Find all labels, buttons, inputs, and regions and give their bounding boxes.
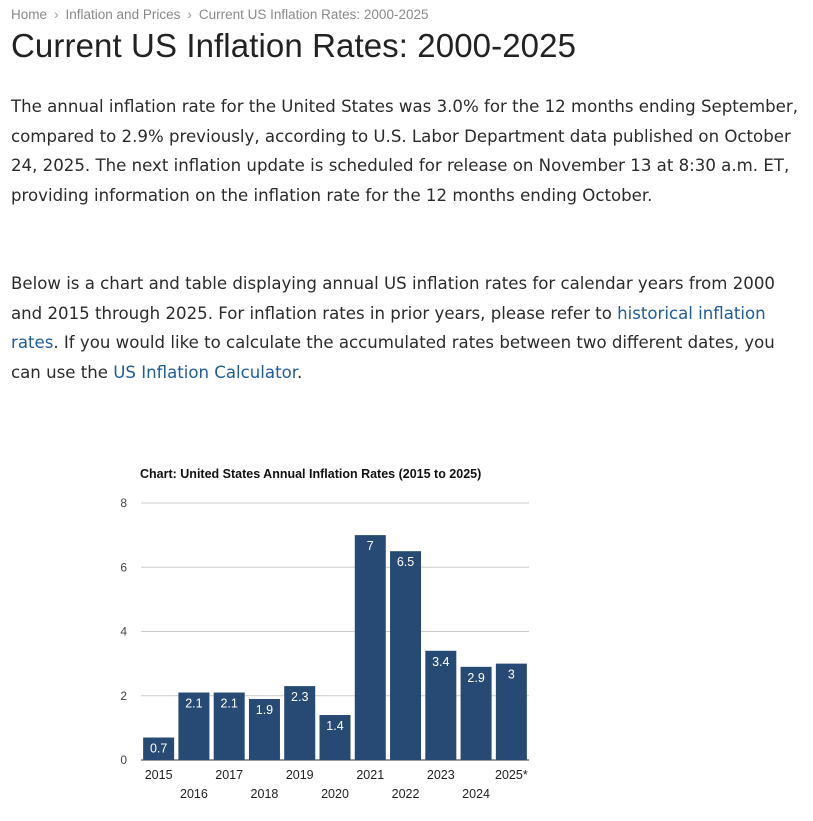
y-tick-label: 2 [120,689,127,703]
bar-data-label: 1.4 [326,719,343,733]
breadcrumb-inflation-link[interactable]: Inflation and Prices [65,7,181,22]
x-tick-label: 2023 [427,768,455,782]
x-tick-label: 2020 [321,787,349,801]
breadcrumb-separator: › [54,7,59,22]
description-text: Below is a chart and table displaying an… [11,274,775,323]
bar-data-label: 3 [508,668,515,682]
bar-data-label: 2.1 [185,697,202,711]
bar-data-label: 0.7 [150,742,167,756]
x-tick-label: 2024 [462,787,490,801]
chart-svg: 0 2 4 6 8 0.7 2015 2.1 2016 2.1 2017 1.9 2018 2.3 2019… [120,496,529,801]
bar [248,698,280,760]
y-tick-label: 0 [120,753,127,767]
x-tick-label: 2025* [495,768,528,782]
bar [425,650,457,760]
description-paragraph: Below is a chart and table displaying an… [11,269,806,387]
inflation-calculator-link[interactable]: US Inflation Calculator [113,362,298,382]
bar [354,535,386,760]
breadcrumb: Home › Inflation and Prices › Current US Inf… [11,7,428,22]
bar [390,551,422,760]
bar-data-label: 2.9 [467,671,484,685]
intro-paragraph: The annual inflation rate for the United… [11,97,798,205]
x-tick-label: 2015 [145,768,173,782]
bar [284,686,316,760]
y-tick-label: 8 [120,496,127,510]
inflation-chart: Chart: United States Annual Inflation Ra… [0,455,813,815]
description-text: . If you would like to calculate the acc… [11,333,775,382]
chart-title: Chart: United States Annual Inflation Ra… [140,467,482,481]
breadcrumb-current: Current US Inflation Rates: 2000-2025 [198,7,429,22]
x-tick-label: 2019 [286,768,314,782]
bar-data-label: 3.4 [432,655,449,669]
bar-data-label: 7 [367,539,374,553]
bar-data-label: 2.3 [291,690,308,704]
breadcrumb-home-link[interactable]: Home [11,7,48,22]
bar [460,666,492,760]
bar-data-label: 2.1 [220,697,237,711]
bar-data-label: 1.9 [256,703,273,717]
x-tick-label: 2022 [392,787,420,801]
bar [319,715,351,760]
x-tick-label: 2018 [251,787,279,801]
historical-inflation-link[interactable]: historical inflation rates [11,303,766,353]
x-tick-label: 2021 [356,768,384,782]
bar [178,692,210,760]
bar [213,692,245,760]
page-title: Current US Inflation Rates: 2000-2025 [11,27,577,64]
description-text: . [297,362,303,382]
bar [495,663,527,760]
bar [143,737,175,760]
y-tick-label: 6 [120,560,127,574]
breadcrumb-separator: › [187,7,192,22]
x-tick-label: 2016 [180,787,208,801]
y-tick-label: 4 [120,625,127,639]
x-tick-label: 2017 [215,768,243,782]
bar-data-label: 6.5 [397,555,414,569]
